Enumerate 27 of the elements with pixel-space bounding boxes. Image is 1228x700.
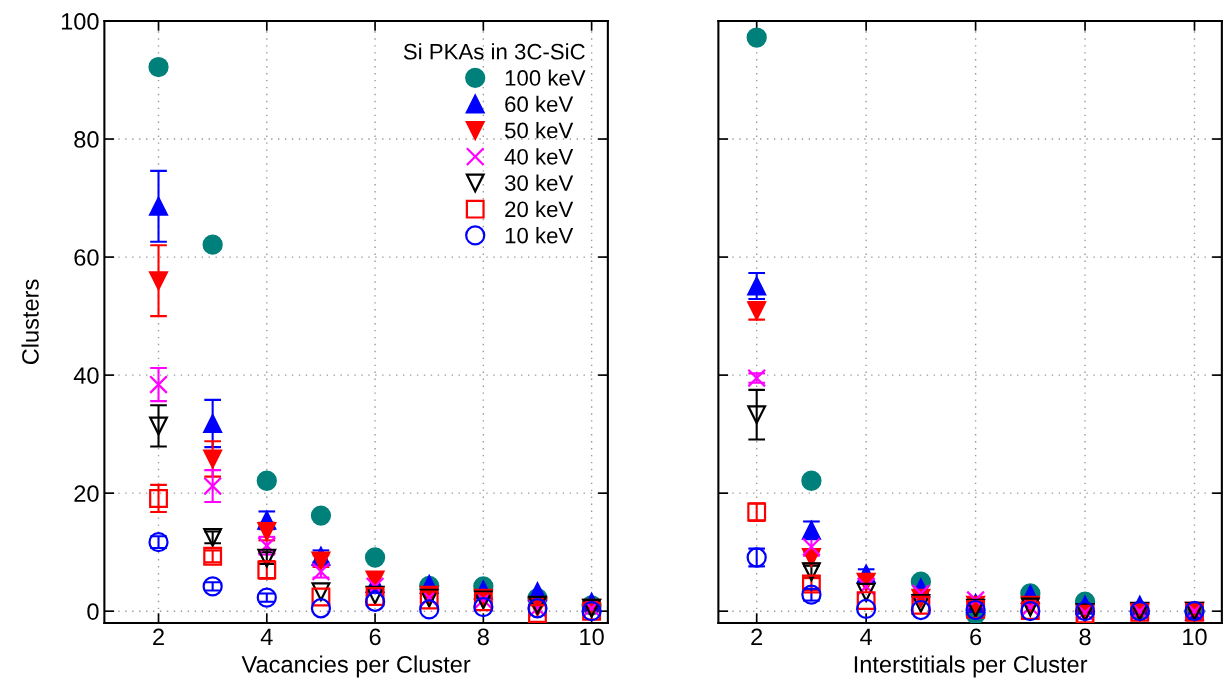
- x-axis-title: Vacancies per Cluster: [241, 655, 471, 678]
- x-tick-label: 6: [970, 628, 982, 646]
- x-tick-label: 2: [751, 628, 763, 645]
- y-tick-label: 100: [61, 13, 99, 30]
- x-tick-label: 10: [580, 628, 604, 646]
- x-tick-label: 4: [860, 628, 873, 645]
- x-tick-label: 4: [260, 628, 273, 645]
- x-tick-label: 2: [153, 628, 164, 645]
- legend-label: 10 keV: [505, 227, 574, 244]
- y-tick-label: 20: [74, 485, 99, 502]
- x-axis-title: Interstitials per Cluster: [854, 655, 1088, 678]
- x-tick-label: 8: [1079, 628, 1091, 646]
- y-tick-label: 40: [73, 367, 99, 384]
- legend-label: 40 keV: [504, 148, 574, 165]
- legend-label: 30 keV: [504, 174, 574, 191]
- x-tick-label: 6: [369, 628, 381, 646]
- legend-label: 60 keV: [505, 95, 574, 113]
- y-tick-label: 60: [74, 249, 99, 266]
- legend-label: 100 keV: [505, 69, 586, 86]
- y-tick-label: 80: [74, 131, 99, 148]
- legend-label: 50 keV: [504, 122, 574, 139]
- x-tick-label: 10: [1183, 628, 1207, 646]
- y-axis-title: Clusters: [21, 279, 39, 365]
- legend-label: 20 keV: [505, 200, 574, 218]
- legend-title: Si PKAs in 3C-SiC: [403, 43, 585, 60]
- x-tick-label: 8: [477, 628, 489, 646]
- y-tick-label: 0: [87, 603, 99, 620]
